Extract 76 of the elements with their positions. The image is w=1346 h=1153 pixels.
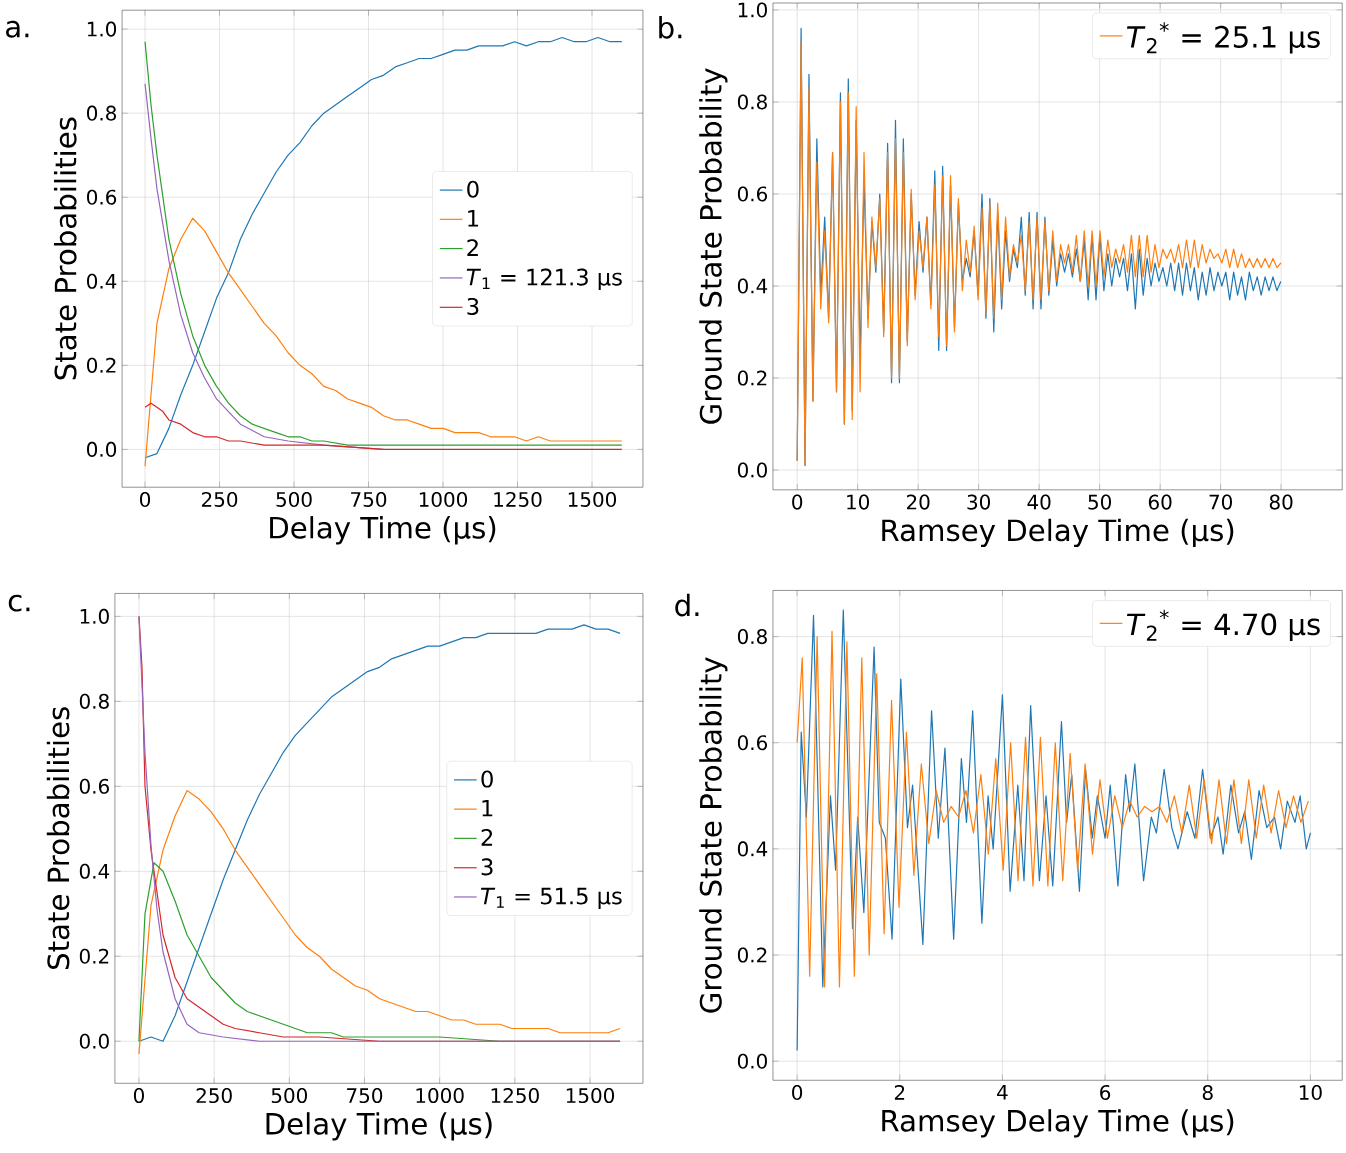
y-tick-label: 0.4 [737,841,768,857]
x-tick-label: 6 [1100,1085,1111,1101]
y-tick-label: 0.0 [737,462,767,478]
x-tick-label: 750 [347,1088,383,1104]
x-tick-label: 250 [196,1088,232,1104]
x-tick-label: 2 [894,1085,905,1100]
y-tick-label: 0.2 [737,370,767,386]
x-tick-label: 50 [1088,494,1111,510]
y-tick-label: 0.2 [737,947,767,963]
y-axis-title: Ground State Probability [699,657,728,1013]
y-tick-label: 0.4 [79,863,110,879]
y-axis-title: State Probabilities [46,707,70,970]
legend-label: 0 [467,180,479,198]
x-axis-title: Ramsey Delay Time (μs) [882,518,1234,548]
y-tick-label: 0.6 [87,189,117,205]
y-tick-label: 0.0 [87,441,117,458]
y-axis-title: State Probabilities [53,117,77,380]
y-tick-label: 1.0 [738,2,767,18]
x-tick-label: 0 [140,491,151,508]
x-tick-label: 0 [792,494,803,510]
x-axis-title: Delay Time (μs) [266,1112,492,1141]
x-tick-label: 1000 [416,1088,464,1104]
y-tick-label: 0.6 [79,778,109,794]
y-tick-label: 0.0 [79,1033,109,1049]
y-tick-label: 0.8 [79,693,109,709]
legend-label: 1 [482,799,493,817]
legend-label: 3 [481,858,493,876]
y-tick-label: 0.6 [737,186,768,202]
x-tick-label: 8 [1202,1085,1213,1101]
legend-label: 3 [467,298,479,316]
y-tick-label: 0.8 [737,94,767,110]
x-tick-label: 40 [1027,494,1051,510]
y-tick-label: 0.8 [87,105,117,121]
x-tick-label: 0 [792,1085,803,1101]
x-tick-label: 1000 [419,491,468,508]
y-axis-title: Ground State Probability [699,68,728,424]
legend-label: 2 [467,239,478,257]
x-tick-label: 750 [351,491,387,508]
y-tick-label: 0.2 [79,948,109,964]
text: b. [659,16,682,39]
x-tick-label: 1500 [568,491,617,508]
y-tick-label: 0.2 [87,357,116,373]
x-axis-title: Delay Time (μs) [270,516,496,545]
legend-label: T$_{1}$ = 121.3 μs [466,268,622,291]
legend-label: 1 [468,210,479,227]
x-tick-label: 1250 [491,1088,539,1104]
legend-label: 0 [481,770,493,788]
x-tick-label: 30 [967,494,991,510]
x-tick-label: 1250 [494,491,542,508]
legend-label: 2 [481,829,493,846]
text: a. [6,20,29,38]
y-tick-label: 0.6 [737,735,768,751]
x-tick-label: 10 [847,494,870,510]
x-tick-label: 0 [133,1088,144,1104]
x-tick-label: 60 [1148,494,1172,510]
legend-label: T$_{2}$$^{*}$ = 25.1 μs [1126,22,1320,54]
text: d. [675,593,699,617]
y-tick-label: 0.0 [737,1053,767,1069]
y-tick-label: 0.4 [87,273,117,289]
y-tick-label: 0.8 [737,629,767,645]
legend-label: T$_{1}$ = 51.5 μs [480,887,622,909]
x-tick-label: 10 [1299,1085,1322,1101]
y-tick-label: 0.4 [737,278,768,294]
x-tick-label: 1500 [566,1088,615,1104]
x-tick-label: 80 [1269,494,1293,510]
text: c. [8,594,30,612]
x-tick-label: 500 [276,491,312,508]
x-tick-label: 250 [201,491,238,508]
legend-label: T$_{2}$$^{*}$ = 4.70 μs [1126,609,1320,642]
x-axis-title: Ramsey Delay Time (μs) [882,1109,1234,1138]
x-tick-label: 4 [997,1085,1008,1100]
x-tick-label: 70 [1209,494,1232,510]
x-tick-label: 20 [906,494,930,510]
y-tick-label: 1.0 [87,21,117,37]
y-tick-label: 1.0 [80,608,109,624]
x-tick-label: 500 [271,1088,308,1104]
